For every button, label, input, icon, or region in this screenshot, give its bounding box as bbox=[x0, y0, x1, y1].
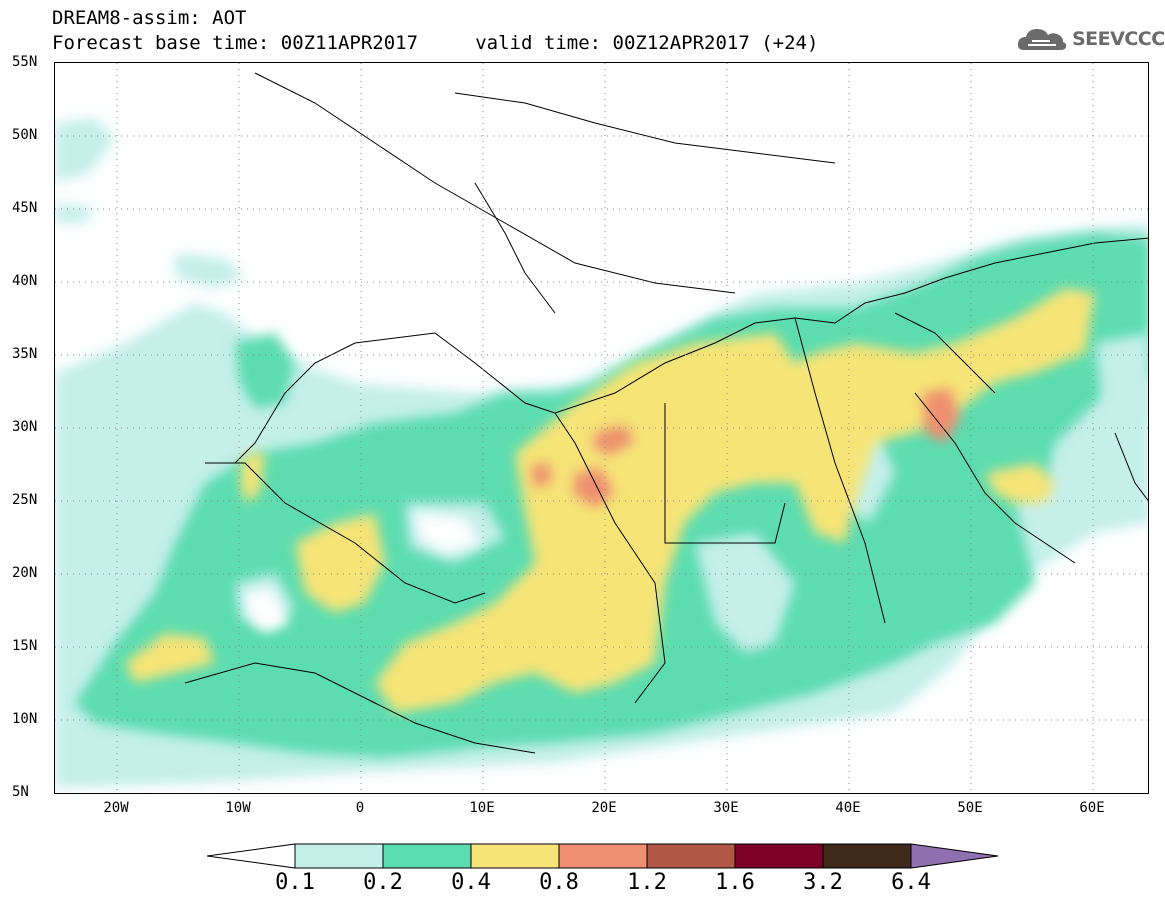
colorbar-swatch bbox=[382, 843, 472, 869]
lat-label: 15N bbox=[12, 638, 38, 654]
lon-label: 30E bbox=[713, 800, 739, 816]
colorbar-label: 0.4 bbox=[451, 870, 491, 895]
aot-map[interactable] bbox=[54, 62, 1149, 794]
colorbar-label: 3.2 bbox=[803, 870, 843, 895]
lon-label: 0 bbox=[355, 800, 365, 816]
colorbar-label: 1.2 bbox=[627, 870, 667, 895]
cloud-icon bbox=[1017, 29, 1067, 50]
colorbar-over-arrow bbox=[910, 843, 999, 869]
lat-label: 45N bbox=[12, 200, 38, 216]
colorbar-under-arrow bbox=[207, 843, 296, 869]
colorbar-swatch bbox=[822, 843, 912, 869]
colorbar-swatch bbox=[734, 843, 824, 869]
logo-text: SEEVCCC bbox=[1072, 28, 1165, 50]
colorbar-label: 0.2 bbox=[363, 870, 403, 895]
colorbar-label: 0.1 bbox=[275, 870, 315, 895]
colorbar-label: 6.4 bbox=[891, 870, 931, 895]
lat-label: 10N bbox=[12, 711, 38, 727]
colorbar-label: 0.8 bbox=[539, 870, 579, 895]
lat-label: 30N bbox=[12, 419, 38, 435]
colorbar-swatch bbox=[294, 843, 384, 869]
forecast-times: Forecast base time: 00Z11APR2017 valid t… bbox=[52, 32, 819, 54]
lat-label: 40N bbox=[12, 273, 38, 289]
aot-field bbox=[55, 63, 1148, 793]
lat-label: 20N bbox=[12, 565, 38, 581]
lon-label: 10E bbox=[469, 800, 495, 816]
lat-label: 25N bbox=[12, 492, 38, 508]
lon-label: 20E bbox=[591, 800, 617, 816]
lon-label: 10W bbox=[225, 800, 251, 816]
aot-colorbar bbox=[207, 843, 999, 869]
lon-label: 20W bbox=[103, 800, 129, 816]
colorbar-swatch bbox=[558, 843, 648, 869]
lat-label: 50N bbox=[12, 127, 38, 143]
colorbar-swatch bbox=[470, 843, 560, 869]
seevccc-logo: SEEVCCC bbox=[1016, 24, 1165, 54]
map-title: DREAM8-assim: AOT bbox=[52, 7, 247, 29]
lat-label: 5N bbox=[12, 784, 29, 800]
lat-label: 55N bbox=[12, 54, 38, 70]
lon-label: 60E bbox=[1079, 800, 1105, 816]
colorbar-swatch bbox=[646, 843, 736, 869]
lon-label: 40E bbox=[835, 800, 861, 816]
colorbar-label: 1.6 bbox=[715, 870, 755, 895]
lat-label: 35N bbox=[12, 346, 38, 362]
lon-label: 50E bbox=[957, 800, 983, 816]
